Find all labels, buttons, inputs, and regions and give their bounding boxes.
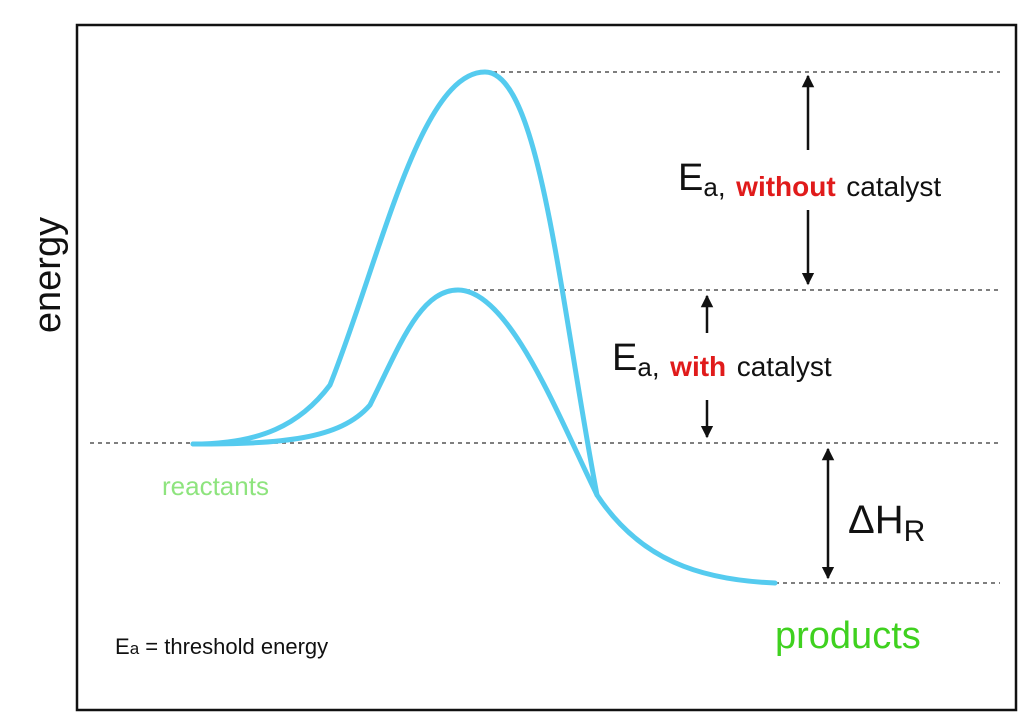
footnote: Ea = threshold energy <box>115 634 328 659</box>
reactants-label: reactants <box>162 471 269 501</box>
symbol: E <box>678 157 703 199</box>
products-label: products <box>775 615 921 657</box>
subscript: a <box>130 639 140 658</box>
separator: , <box>718 171 726 202</box>
rest: = threshold energy <box>145 634 328 659</box>
annotation: Ea, without catalyst <box>678 157 941 205</box>
annotation: Ea, with catalyst <box>612 337 832 385</box>
symbol: E <box>612 337 637 379</box>
symbol: ΔH <box>848 498 904 542</box>
axis-label: energy <box>27 217 69 333</box>
rest: catalyst <box>846 171 941 202</box>
catalyzed-curve <box>190 287 600 498</box>
emphasis: with <box>669 351 726 382</box>
emphasis: without <box>735 171 836 202</box>
symbol: E <box>115 634 130 659</box>
rest: catalyst <box>737 351 832 382</box>
subscript: a <box>637 352 652 382</box>
separator: , <box>652 351 660 382</box>
delta-label: ΔHR <box>848 498 925 548</box>
frame <box>75 23 1018 712</box>
uncatalyzed-curve <box>190 69 778 586</box>
subscript: a <box>703 172 718 202</box>
subscript: R <box>904 515 926 548</box>
